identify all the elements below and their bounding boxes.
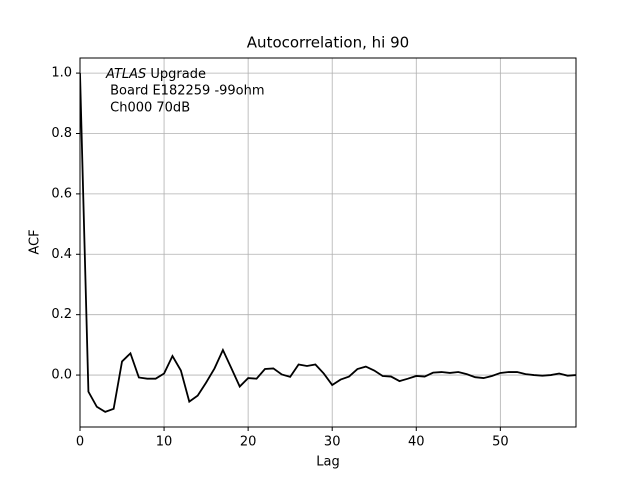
y-tick-label: 0.4 — [51, 247, 72, 262]
x-tick-label: 10 — [156, 435, 173, 450]
annotation: ATLAS Upgrade — [105, 67, 206, 82]
y-tick-label: 0.2 — [51, 307, 72, 322]
x-tick-label: 30 — [324, 435, 341, 450]
data-line — [80, 73, 576, 413]
plot-frame — [79, 57, 577, 428]
y-tick-label: 1.0 — [51, 66, 72, 81]
x-tick-label: 40 — [408, 435, 425, 450]
y-tick-label: 0.6 — [51, 186, 72, 201]
x-tick-label: 0 — [76, 435, 84, 450]
y-tick-label: 0.0 — [51, 368, 72, 383]
x-tick-label: 50 — [492, 435, 509, 450]
y-tick-label: 0.8 — [51, 126, 72, 141]
annotation-emphasis: ATLAS — [105, 67, 146, 82]
annotation-line: Board E182259 -99ohm — [106, 84, 265, 99]
y-axis-label: ACF — [28, 229, 43, 254]
annotation-line: Upgrade — [146, 67, 206, 82]
annotation-line: Ch000 70dB — [106, 101, 190, 116]
chart-title: Autocorrelation, hi 90 — [247, 34, 409, 52]
x-tick-label: 20 — [240, 435, 257, 450]
x-axis-label: Lag — [316, 455, 339, 470]
